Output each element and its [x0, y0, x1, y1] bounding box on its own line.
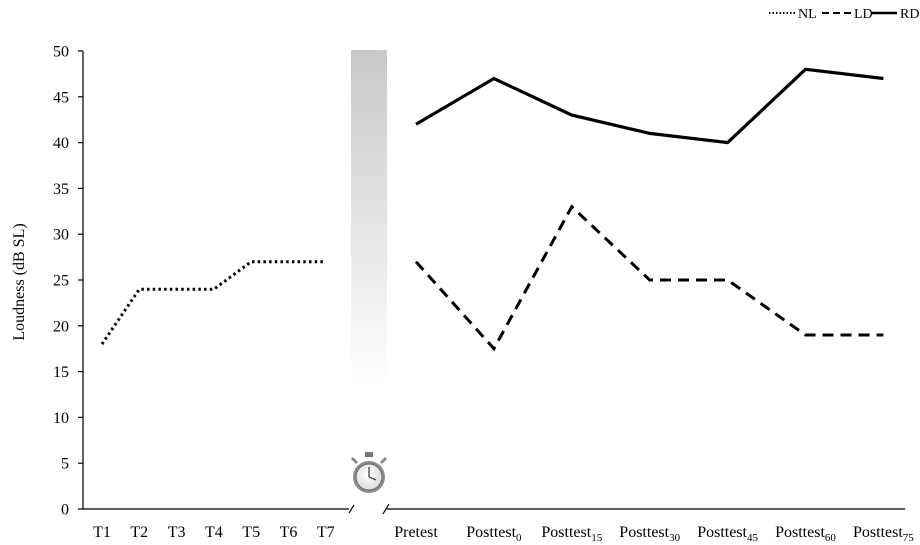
x-tick-label: T4	[205, 524, 223, 541]
y-tick-label: 30	[53, 227, 69, 244]
legend: NL LD RD	[769, 7, 919, 22]
x-tick-label: Posttest30	[619, 524, 680, 544]
legend-label-rd: RD	[900, 7, 919, 22]
y-tick-label: 15	[53, 364, 69, 381]
x-tick-label: T7	[317, 524, 335, 541]
x-tick-label: Posttest75	[853, 524, 914, 544]
series-group	[100, 67, 884, 352]
series-line-nl	[100, 260, 326, 345]
y-tick-label: 0	[61, 502, 69, 519]
y-tick-label: 5	[61, 456, 69, 473]
stopwatch-icon	[350, 452, 388, 493]
x-axis	[83, 503, 905, 515]
x-tick-label: Posttest60	[775, 524, 836, 544]
x-tick-label: T5	[242, 524, 260, 541]
y-tick-label: 35	[53, 181, 69, 198]
legend-label-ld: LD	[854, 7, 873, 22]
x-tick-label: T1	[93, 524, 111, 541]
x-tick-label: T3	[168, 524, 186, 541]
x-tick-label: Pretest	[394, 524, 438, 541]
y-tick-label: 10	[53, 410, 69, 427]
x-tick-labels: T1 T2 T3 T4 T5 T6 T7 Pretest Posttest0 Posttest15…	[93, 524, 914, 544]
x-tick-label: Posttest15	[541, 524, 602, 544]
y-tick-label: 25	[53, 273, 69, 290]
y-tick-label: 50	[53, 44, 69, 61]
y-tick-label: 20	[53, 318, 69, 335]
series-line-ld	[414, 204, 884, 352]
x-tick-label: Posttest45	[697, 524, 758, 544]
x-tick-label: Posttest0	[466, 524, 522, 544]
gradient-bar	[351, 50, 387, 385]
axis-break-mark-left	[348, 504, 355, 514]
y-axis-label: Loudness (dB SL)	[11, 223, 28, 340]
legend-label-nl: NL	[798, 7, 817, 22]
axis-break-mark-right	[382, 503, 390, 515]
y-tick-label: 45	[53, 89, 69, 106]
y-tick-label: 40	[53, 135, 69, 152]
y-axis: 0 5 10 15 20 25 30 35 40 45 50	[53, 44, 84, 519]
x-tick-label: T2	[130, 524, 148, 541]
x-tick-label: T6	[280, 524, 298, 541]
series-line-rd	[415, 67, 884, 145]
